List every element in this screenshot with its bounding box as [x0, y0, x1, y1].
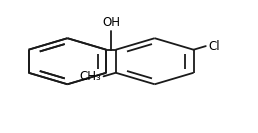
- Text: CH₃: CH₃: [79, 70, 101, 83]
- Text: Cl: Cl: [208, 40, 220, 53]
- Text: OH: OH: [102, 16, 120, 29]
